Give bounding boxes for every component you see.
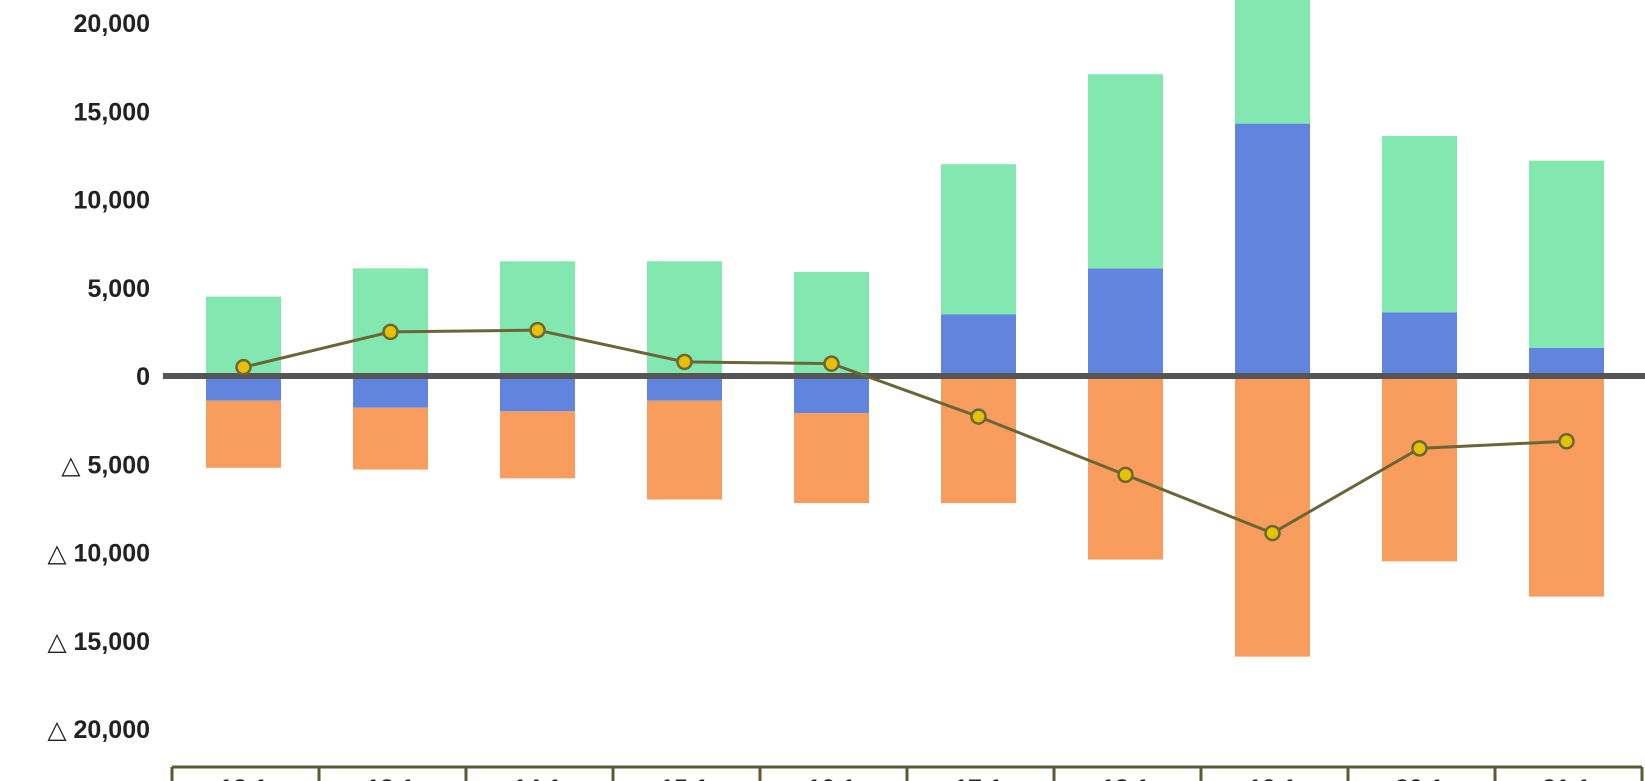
line-point xyxy=(1411,440,1428,457)
bar-segment xyxy=(941,314,1016,376)
bars xyxy=(206,0,1604,657)
line-point xyxy=(235,358,252,376)
bar-segment xyxy=(1382,312,1457,376)
bar-segment xyxy=(206,400,281,468)
bar-segment xyxy=(647,400,722,500)
line-point xyxy=(529,321,546,339)
x-category-label: 14.1 xyxy=(513,775,562,781)
bar-segment xyxy=(500,411,575,479)
line-point xyxy=(676,353,693,371)
series-line xyxy=(243,328,1567,535)
y-tick-label: 5,000 xyxy=(87,275,150,303)
bar-segment xyxy=(1088,74,1163,269)
y-tick-label: △ 20,000 xyxy=(47,716,150,744)
y-tick-label: △ 5,000 xyxy=(61,451,150,479)
y-tick-label: 15,000 xyxy=(74,98,150,126)
line-point xyxy=(382,323,399,341)
bar-segment xyxy=(1088,268,1163,376)
bar-segment xyxy=(941,376,1016,504)
x-category-label: 12.1 xyxy=(219,775,268,781)
y-tick-label: 20,000 xyxy=(74,10,150,38)
x-category-label: 18.1 xyxy=(1101,775,1150,781)
bar-segment xyxy=(500,376,575,412)
bar-segment xyxy=(1382,376,1457,562)
bar-segment xyxy=(1235,123,1310,376)
line-point xyxy=(1117,466,1134,484)
x-category-label: 21.1 xyxy=(1542,775,1591,781)
x-category-label: 15.1 xyxy=(660,775,709,781)
line-point xyxy=(970,408,987,425)
y-tick-label: 10,000 xyxy=(74,187,150,215)
bar-segment xyxy=(500,261,575,376)
bar-segment xyxy=(353,376,428,408)
net-line-series xyxy=(235,321,1575,542)
bar-segment xyxy=(794,376,869,414)
x-category-label: 16.1 xyxy=(807,775,856,781)
y-tick-label: 0 xyxy=(136,363,150,391)
bar-segment xyxy=(1235,376,1310,657)
x-category-label: 17.1 xyxy=(954,775,1003,781)
bar-segment xyxy=(941,164,1016,315)
line-point xyxy=(823,355,840,372)
y-tick-label: △ 15,000 xyxy=(47,628,150,656)
bar-segment xyxy=(353,407,428,470)
bar-segment xyxy=(1529,376,1604,597)
line-point xyxy=(1558,433,1575,450)
bar-segment xyxy=(1235,0,1310,124)
bar-segment xyxy=(1529,160,1604,348)
bar-segment xyxy=(794,413,869,504)
x-category-label: 20.1 xyxy=(1395,775,1444,781)
x-axis-category-table: 12.1 13.1 14.1 15.1 16.1 17.1 18.1 19.1 20.1 21.1 xyxy=(170,765,1644,781)
x-category-label: 13.1 xyxy=(366,775,415,781)
line-point xyxy=(1264,524,1281,542)
y-tick-label: △ 10,000 xyxy=(47,540,150,568)
bar-segment xyxy=(353,268,428,376)
y-axis-ticks: 20,000 15,000 10,000 5,000 0 △ 5,000 △ 10,000 △… xyxy=(47,10,150,744)
bar-segment xyxy=(1382,135,1457,313)
x-category-label: 19.1 xyxy=(1248,775,1297,781)
bar-segment xyxy=(206,376,281,401)
bar-segment xyxy=(647,376,722,401)
bar-segment xyxy=(1529,347,1604,376)
